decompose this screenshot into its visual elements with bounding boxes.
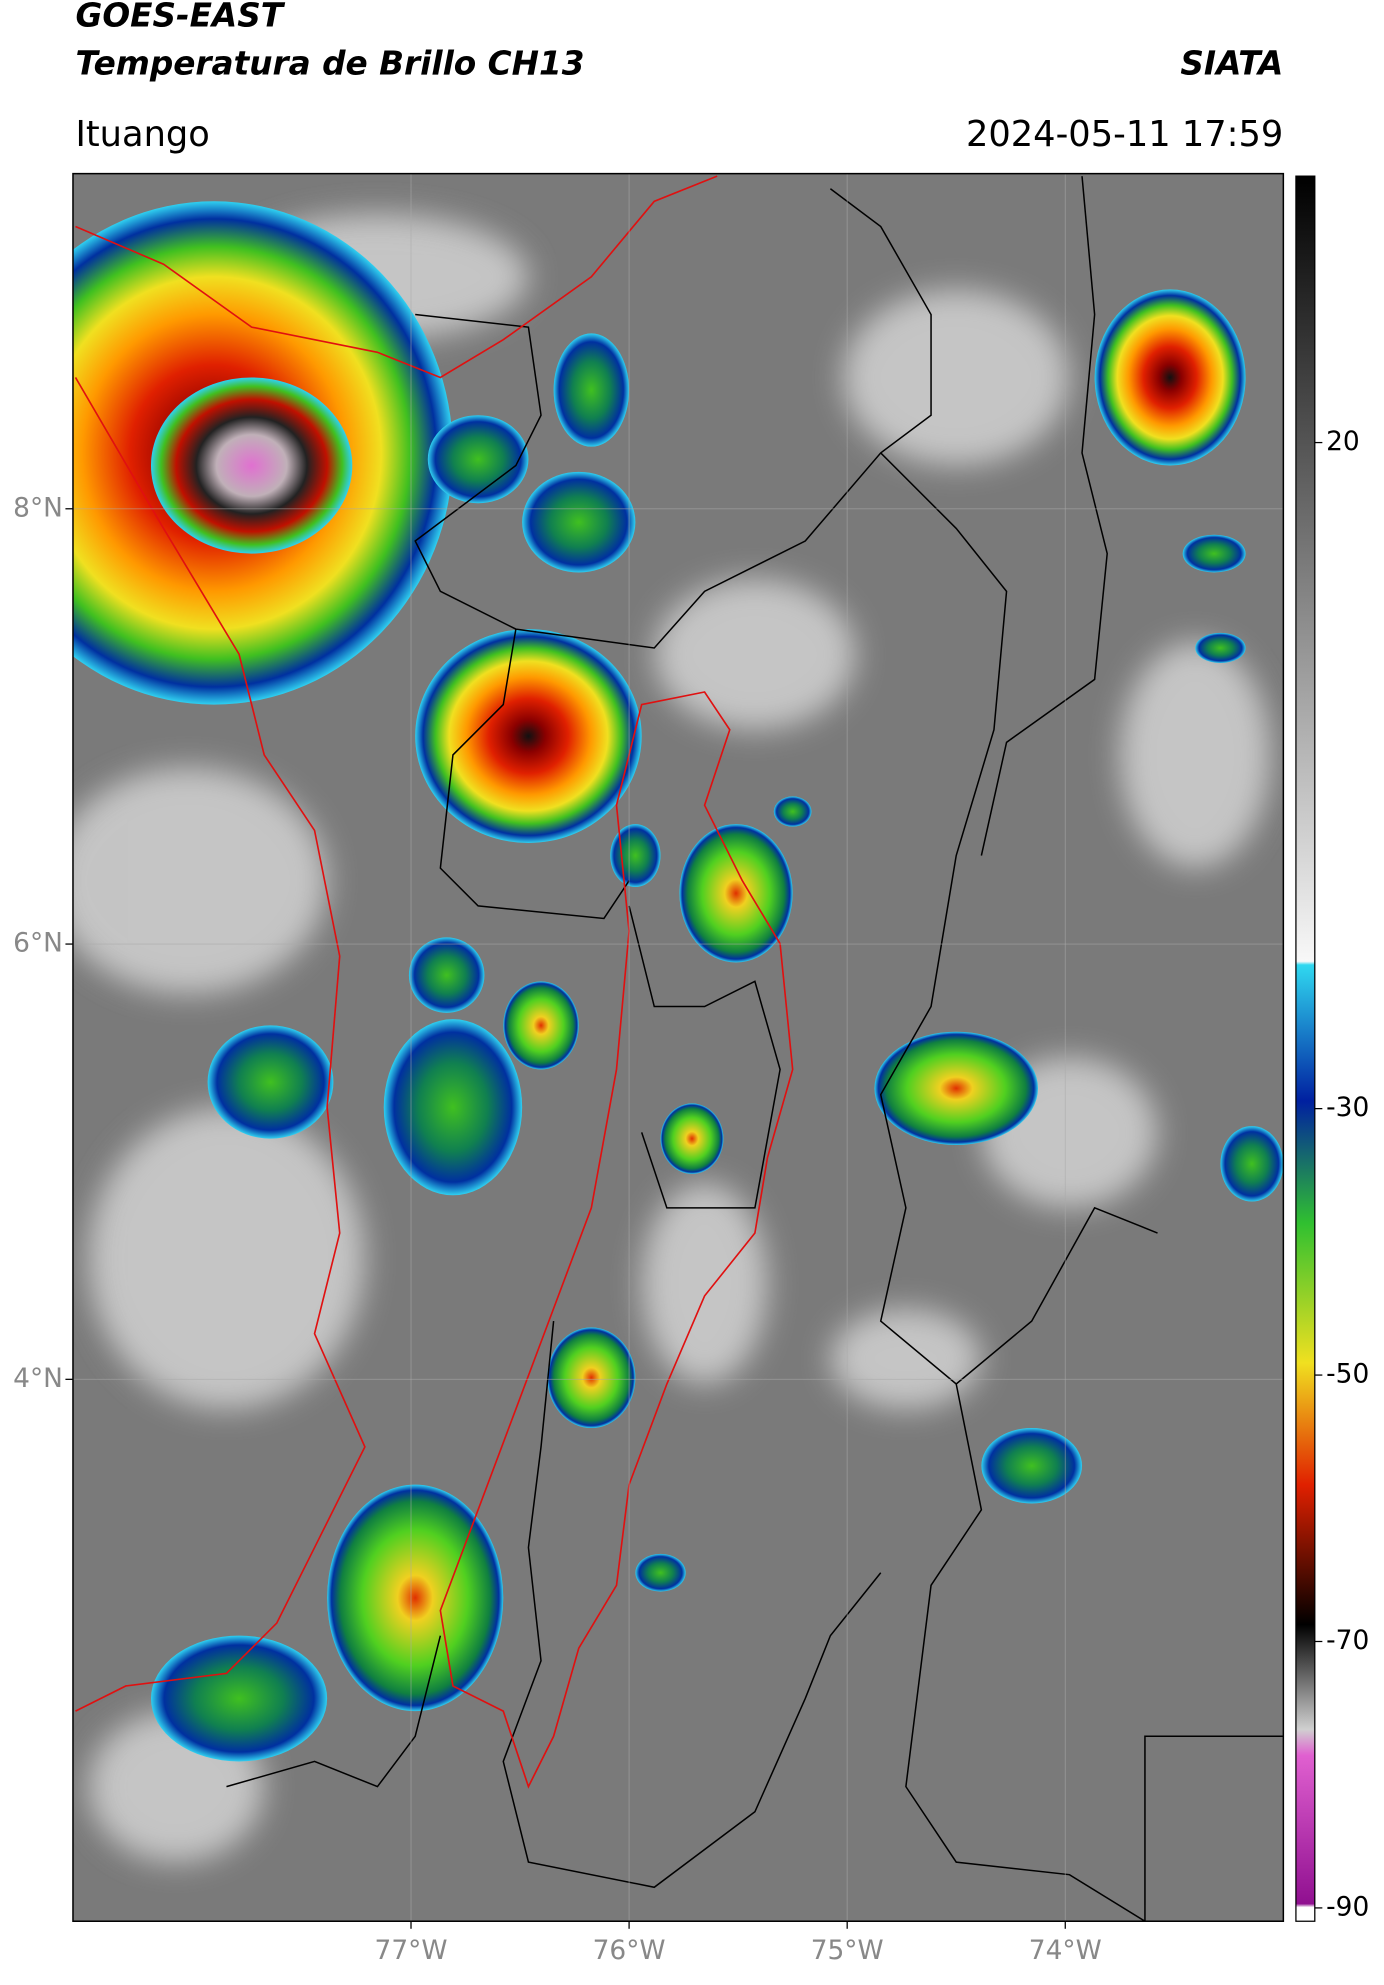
colorbar-tick-label: -30 bbox=[1326, 1092, 1369, 1123]
organization: SIATA bbox=[1180, 44, 1283, 82]
colorbar-tick-label: -70 bbox=[1326, 1625, 1369, 1656]
lon-tick-label: 76°W bbox=[593, 1935, 666, 1966]
lon-tick-label: 77°W bbox=[375, 1935, 448, 1966]
colorbar-tick-label: -50 bbox=[1326, 1359, 1369, 1390]
subtitle: Temperatura de Brillo CH13 bbox=[75, 44, 584, 82]
location: Ituango bbox=[75, 114, 209, 155]
colorbar bbox=[1295, 175, 1316, 1922]
lon-tick-label: 75°W bbox=[811, 1935, 884, 1966]
satellite-image bbox=[72, 173, 1284, 1922]
colorbar-tick-label: -90 bbox=[1326, 1891, 1369, 1922]
title: GOES-EAST bbox=[75, 0, 285, 35]
lat-tick-label: 6°N bbox=[13, 928, 63, 959]
map-frame bbox=[72, 172, 1285, 1922]
timestamp: 2024-05-11 17:59 bbox=[966, 114, 1283, 155]
lat-tick-label: 8°N bbox=[13, 492, 63, 523]
lon-tick-label: 74°W bbox=[1029, 1935, 1102, 1966]
graticule bbox=[72, 173, 1284, 1922]
colorbar-tick-label: 20 bbox=[1326, 426, 1360, 457]
lat-tick-label: 4°N bbox=[13, 1363, 63, 1394]
